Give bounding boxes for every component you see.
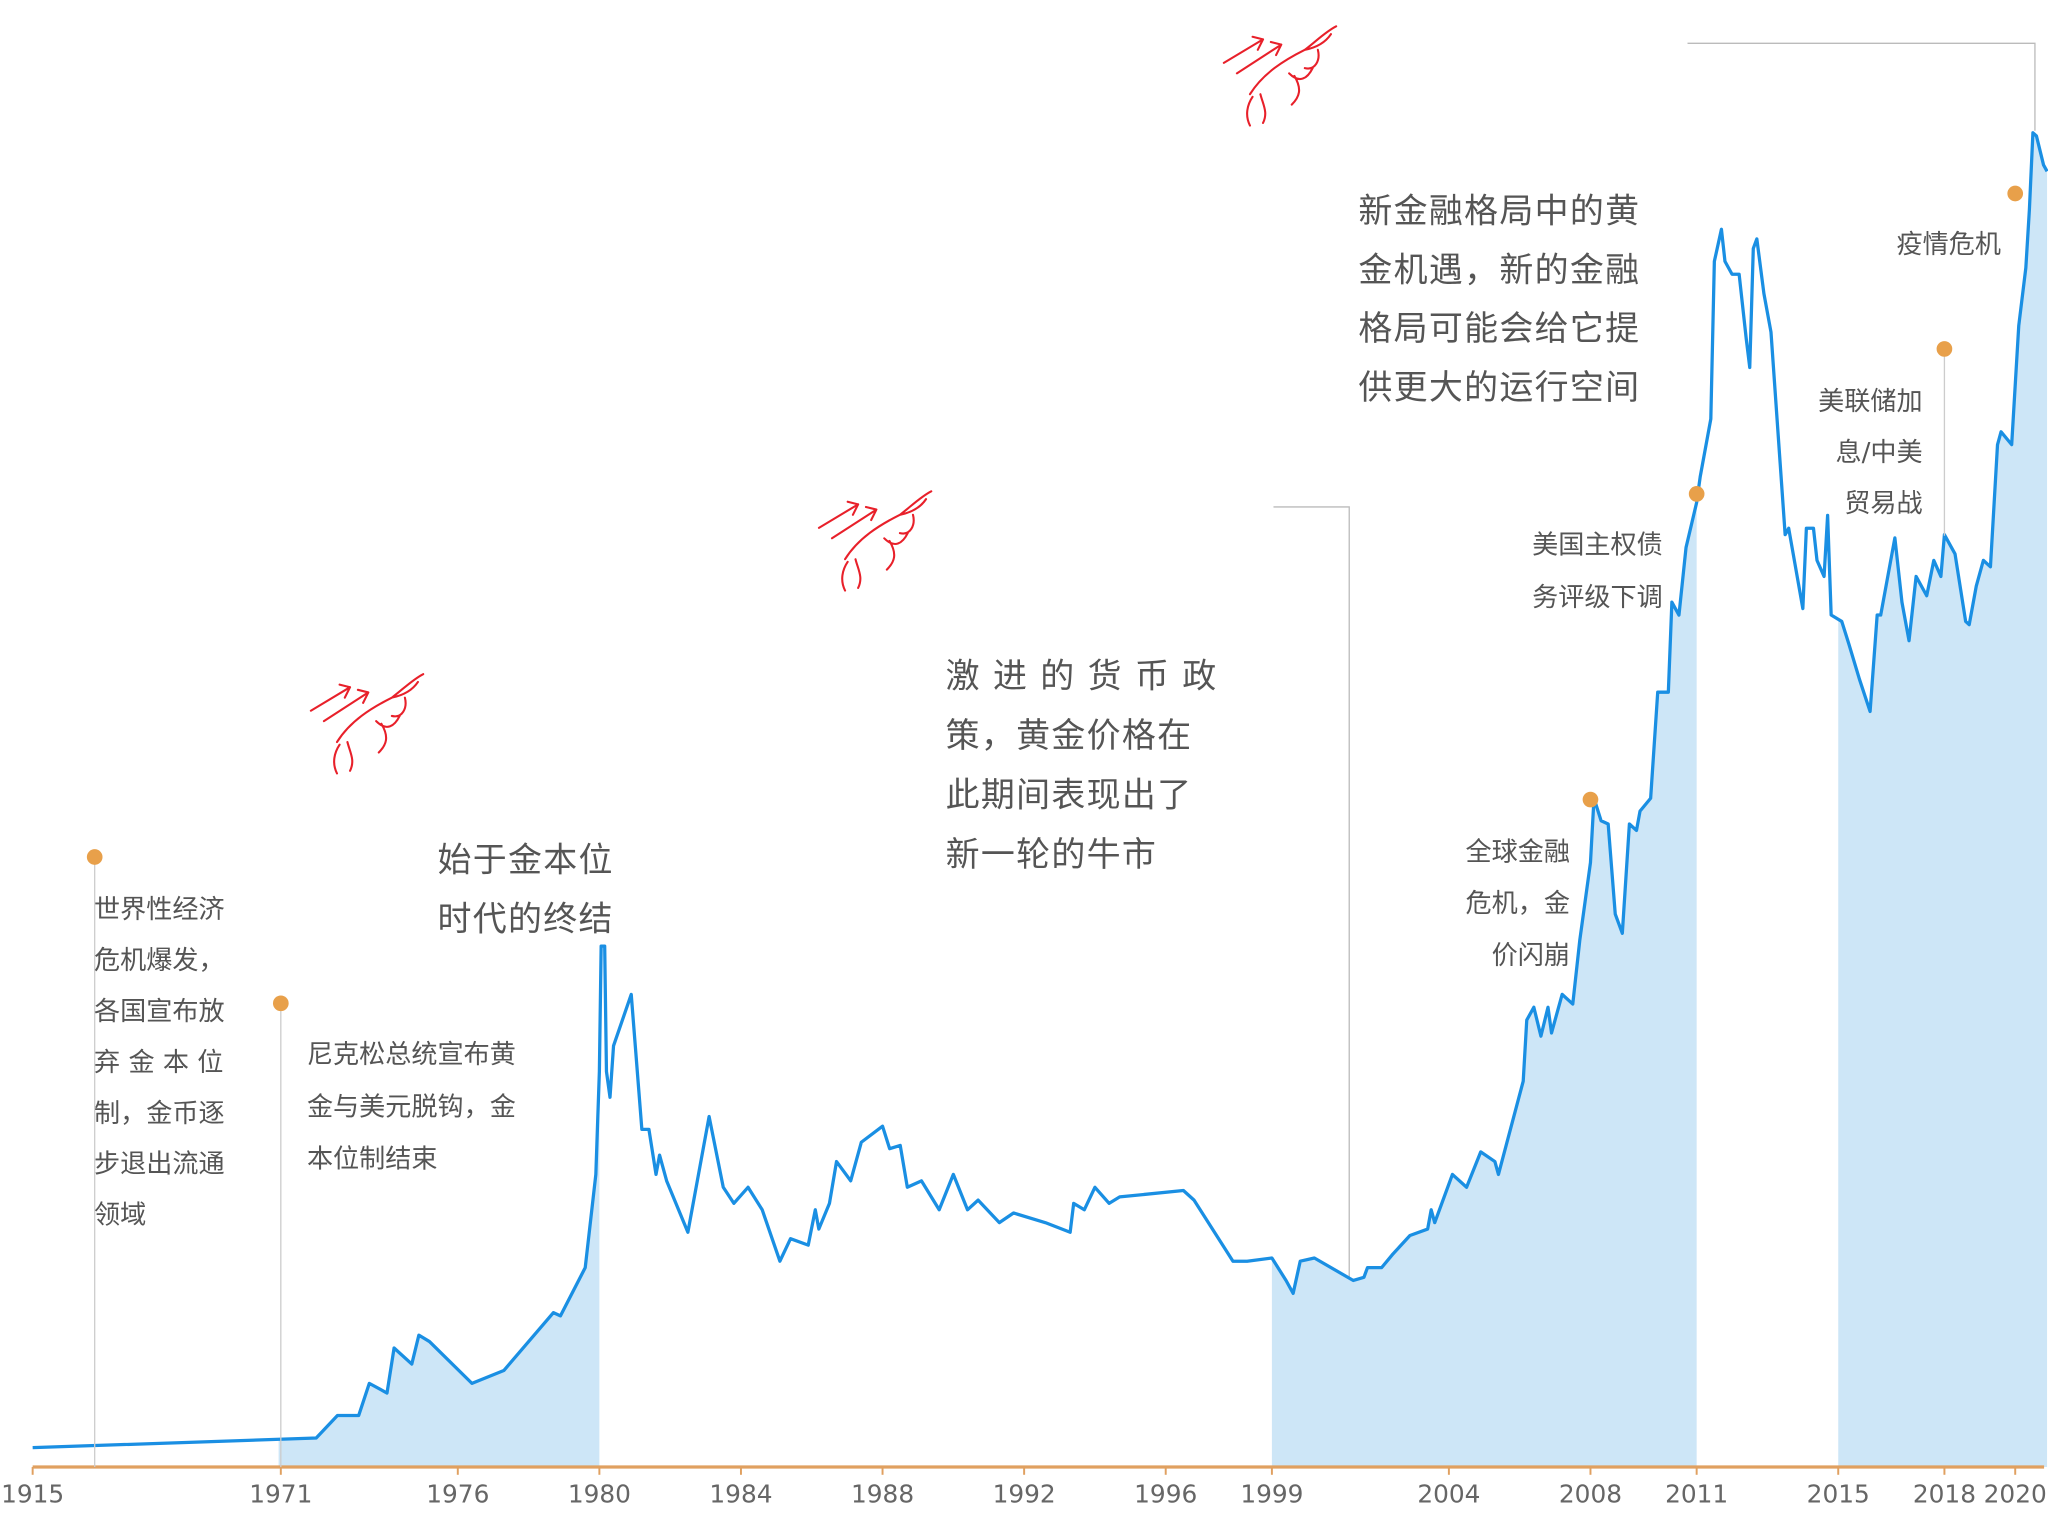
note-text: 激 进 的 货 币 政 — [946, 657, 1218, 697]
note-text: 金机遇，新的金融 — [1358, 250, 1640, 290]
event-dot — [272, 995, 289, 1012]
event-label: 美国主权债 — [1532, 531, 1663, 561]
event-dot — [1936, 341, 1953, 357]
shaded-period — [278, 1071, 600, 1467]
event-label: 疫情危机 — [1897, 230, 2001, 260]
note-text: 策，黄金价格在 — [946, 716, 1193, 756]
event-label: 金与美元脱钩，金 — [307, 1092, 516, 1122]
x-tick-label: 1971 — [249, 1480, 312, 1509]
note-text: 新金融格局中的黄 — [1358, 192, 1640, 232]
event-label: 世界性经济 — [94, 895, 225, 925]
shaded-period — [1271, 502, 1697, 1467]
note-text: 格局可能会给它提 — [1358, 309, 1640, 349]
event-label: 尼克松总统宣布黄 — [307, 1040, 516, 1070]
event-label: 本位制结束 — [307, 1145, 438, 1175]
event-label: 息/中美 — [1835, 438, 1922, 468]
x-tick-label: 1999 — [1240, 1480, 1303, 1509]
x-tick-label: 1996 — [1134, 1480, 1197, 1509]
event-label: 贸易战 — [1844, 489, 1922, 519]
shaded-period — [1838, 132, 2048, 1467]
x-tick-label: 2004 — [1417, 1480, 1480, 1509]
bull-icon — [1222, 25, 1338, 127]
event-label: 弃 金 本 位 — [94, 1048, 223, 1078]
event-label: 危机，金 — [1466, 889, 1570, 919]
annotation-bracket — [1687, 42, 2036, 131]
bull-icon — [817, 490, 933, 592]
bull-icon — [309, 673, 425, 775]
event-label: 危机爆发， — [94, 946, 225, 976]
event-label: 价闪崩 — [1492, 941, 1570, 971]
x-tick-label: 1980 — [568, 1480, 631, 1509]
x-tick-label: 2008 — [1559, 1480, 1622, 1509]
x-tick-label: 1976 — [426, 1480, 489, 1509]
event-label: 务评级下调 — [1532, 583, 1663, 613]
event-label: 步退出流通 — [94, 1150, 225, 1180]
x-tick-label: 1992 — [993, 1480, 1056, 1509]
note-text: 新一轮的牛市 — [946, 835, 1157, 875]
x-tick-label: 2011 — [1665, 1480, 1728, 1509]
event-label: 全球金融 — [1466, 838, 1570, 868]
x-tick-label: 2015 — [1807, 1480, 1870, 1509]
event-dot — [86, 849, 103, 865]
note-text: 始于金本位 — [438, 841, 614, 881]
note-text: 供更大的运行空间 — [1358, 368, 1640, 408]
price-line — [32, 131, 2048, 1450]
event-label: 美联储加 — [1818, 387, 1922, 417]
event-label: 制，金币逐 — [94, 1099, 225, 1129]
note-text: 此期间表现出了 — [946, 775, 1193, 815]
event-label: 各国宣布放 — [94, 997, 225, 1027]
x-tick-label: 1988 — [851, 1480, 914, 1509]
x-tick-label: 2018 — [1913, 1480, 1976, 1509]
note-text: 时代的终结 — [438, 899, 614, 939]
event-label: 领域 — [94, 1201, 146, 1231]
annotation-bracket — [1273, 506, 1350, 1281]
event-dot — [1688, 486, 1705, 502]
event-dot — [1582, 791, 1599, 808]
x-tick-label: 2020 — [1984, 1480, 2047, 1509]
event-dot — [2007, 185, 2024, 202]
x-tick-label: 1984 — [709, 1480, 772, 1509]
x-tick-label: 1915 — [1, 1480, 64, 1509]
